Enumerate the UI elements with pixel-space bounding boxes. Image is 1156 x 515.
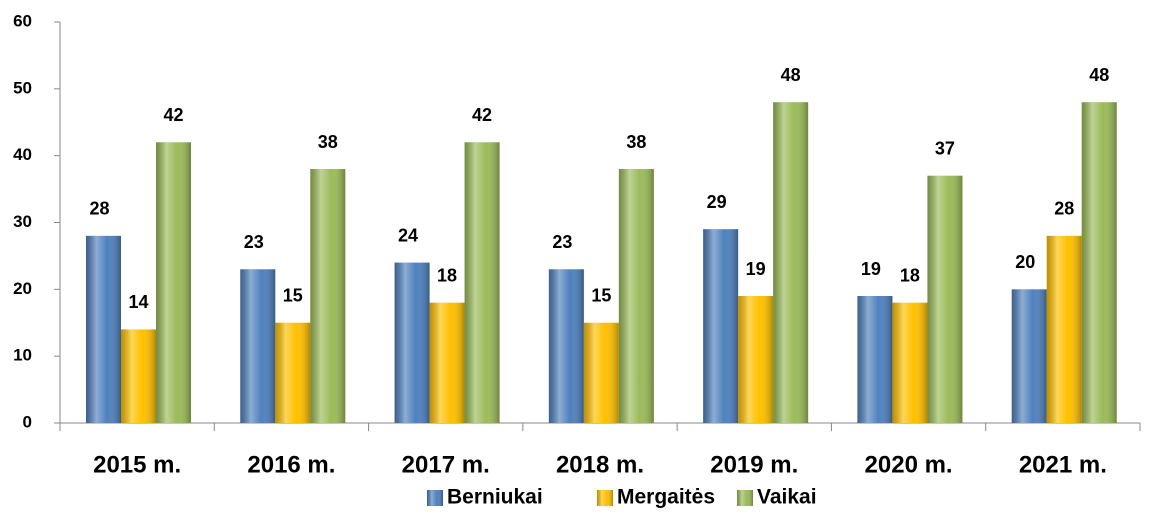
bar-shade	[857, 296, 893, 423]
x-tick-label: 2018 m.	[556, 451, 644, 478]
data-label: 29	[707, 192, 727, 212]
data-label: 23	[552, 232, 572, 252]
bar-shade	[429, 302, 465, 423]
data-label: 23	[244, 232, 264, 252]
data-label: 38	[318, 132, 338, 152]
data-label: 37	[935, 138, 955, 158]
legend-swatch-shade	[427, 490, 443, 506]
bar-shade	[773, 102, 809, 423]
bar-shade	[1046, 235, 1082, 423]
data-label: 20	[1015, 252, 1035, 272]
bar-shade	[703, 229, 739, 423]
data-label: 19	[861, 259, 881, 279]
data-label: 38	[626, 132, 646, 152]
bar-shade	[583, 322, 619, 423]
x-tick-label: 2016 m.	[247, 451, 335, 478]
legend-label: Berniukai	[447, 486, 543, 509]
data-label: 28	[89, 199, 109, 219]
legend-swatch-shade	[737, 490, 753, 506]
bar-shade	[1081, 102, 1117, 423]
legend-label: Vaikai	[757, 486, 817, 509]
data-label: 24	[398, 225, 418, 245]
y-tick-label: 10	[13, 346, 32, 365]
y-tick-label: 50	[13, 78, 32, 97]
bar-shade	[310, 169, 346, 423]
x-tick-label: 2017 m.	[402, 451, 490, 478]
bar-shade	[121, 329, 156, 423]
bar-shade	[275, 322, 311, 423]
y-tick-label: 60	[13, 11, 32, 30]
data-label: 15	[591, 286, 611, 306]
data-label: 42	[472, 105, 492, 125]
x-tick-label: 2021 m.	[1019, 451, 1107, 478]
bar-shade	[738, 296, 774, 423]
data-label: 48	[1089, 65, 1109, 85]
data-label: 48	[781, 65, 801, 85]
bar-shade	[927, 175, 963, 423]
bar-shade	[240, 269, 276, 423]
y-tick-label: 0	[23, 412, 32, 431]
bar-shade	[618, 169, 654, 423]
data-label: 15	[283, 286, 303, 306]
data-label: 18	[900, 265, 920, 285]
y-tick-label: 40	[13, 145, 32, 164]
data-label: 14	[128, 292, 148, 312]
bar-shade	[86, 235, 121, 423]
data-label: 19	[746, 259, 766, 279]
bar-shade	[464, 142, 500, 424]
bar-shade	[548, 269, 584, 423]
y-tick-label: 20	[13, 279, 32, 298]
y-tick-label: 30	[13, 212, 32, 231]
x-tick-label: 2019 m.	[710, 451, 798, 478]
data-label: 18	[437, 265, 457, 285]
legend-swatch-shade	[597, 490, 613, 506]
x-tick-label: 2015 m.	[93, 451, 181, 478]
x-tick-label: 2020 m.	[865, 451, 953, 478]
bar-shade	[1011, 289, 1047, 423]
bar-shade	[156, 142, 191, 424]
bar-shade	[394, 262, 430, 423]
bar-shade	[892, 302, 928, 423]
legend-label: Mergaitės	[617, 486, 715, 509]
data-label: 28	[1054, 199, 1074, 219]
data-label: 42	[163, 105, 183, 125]
